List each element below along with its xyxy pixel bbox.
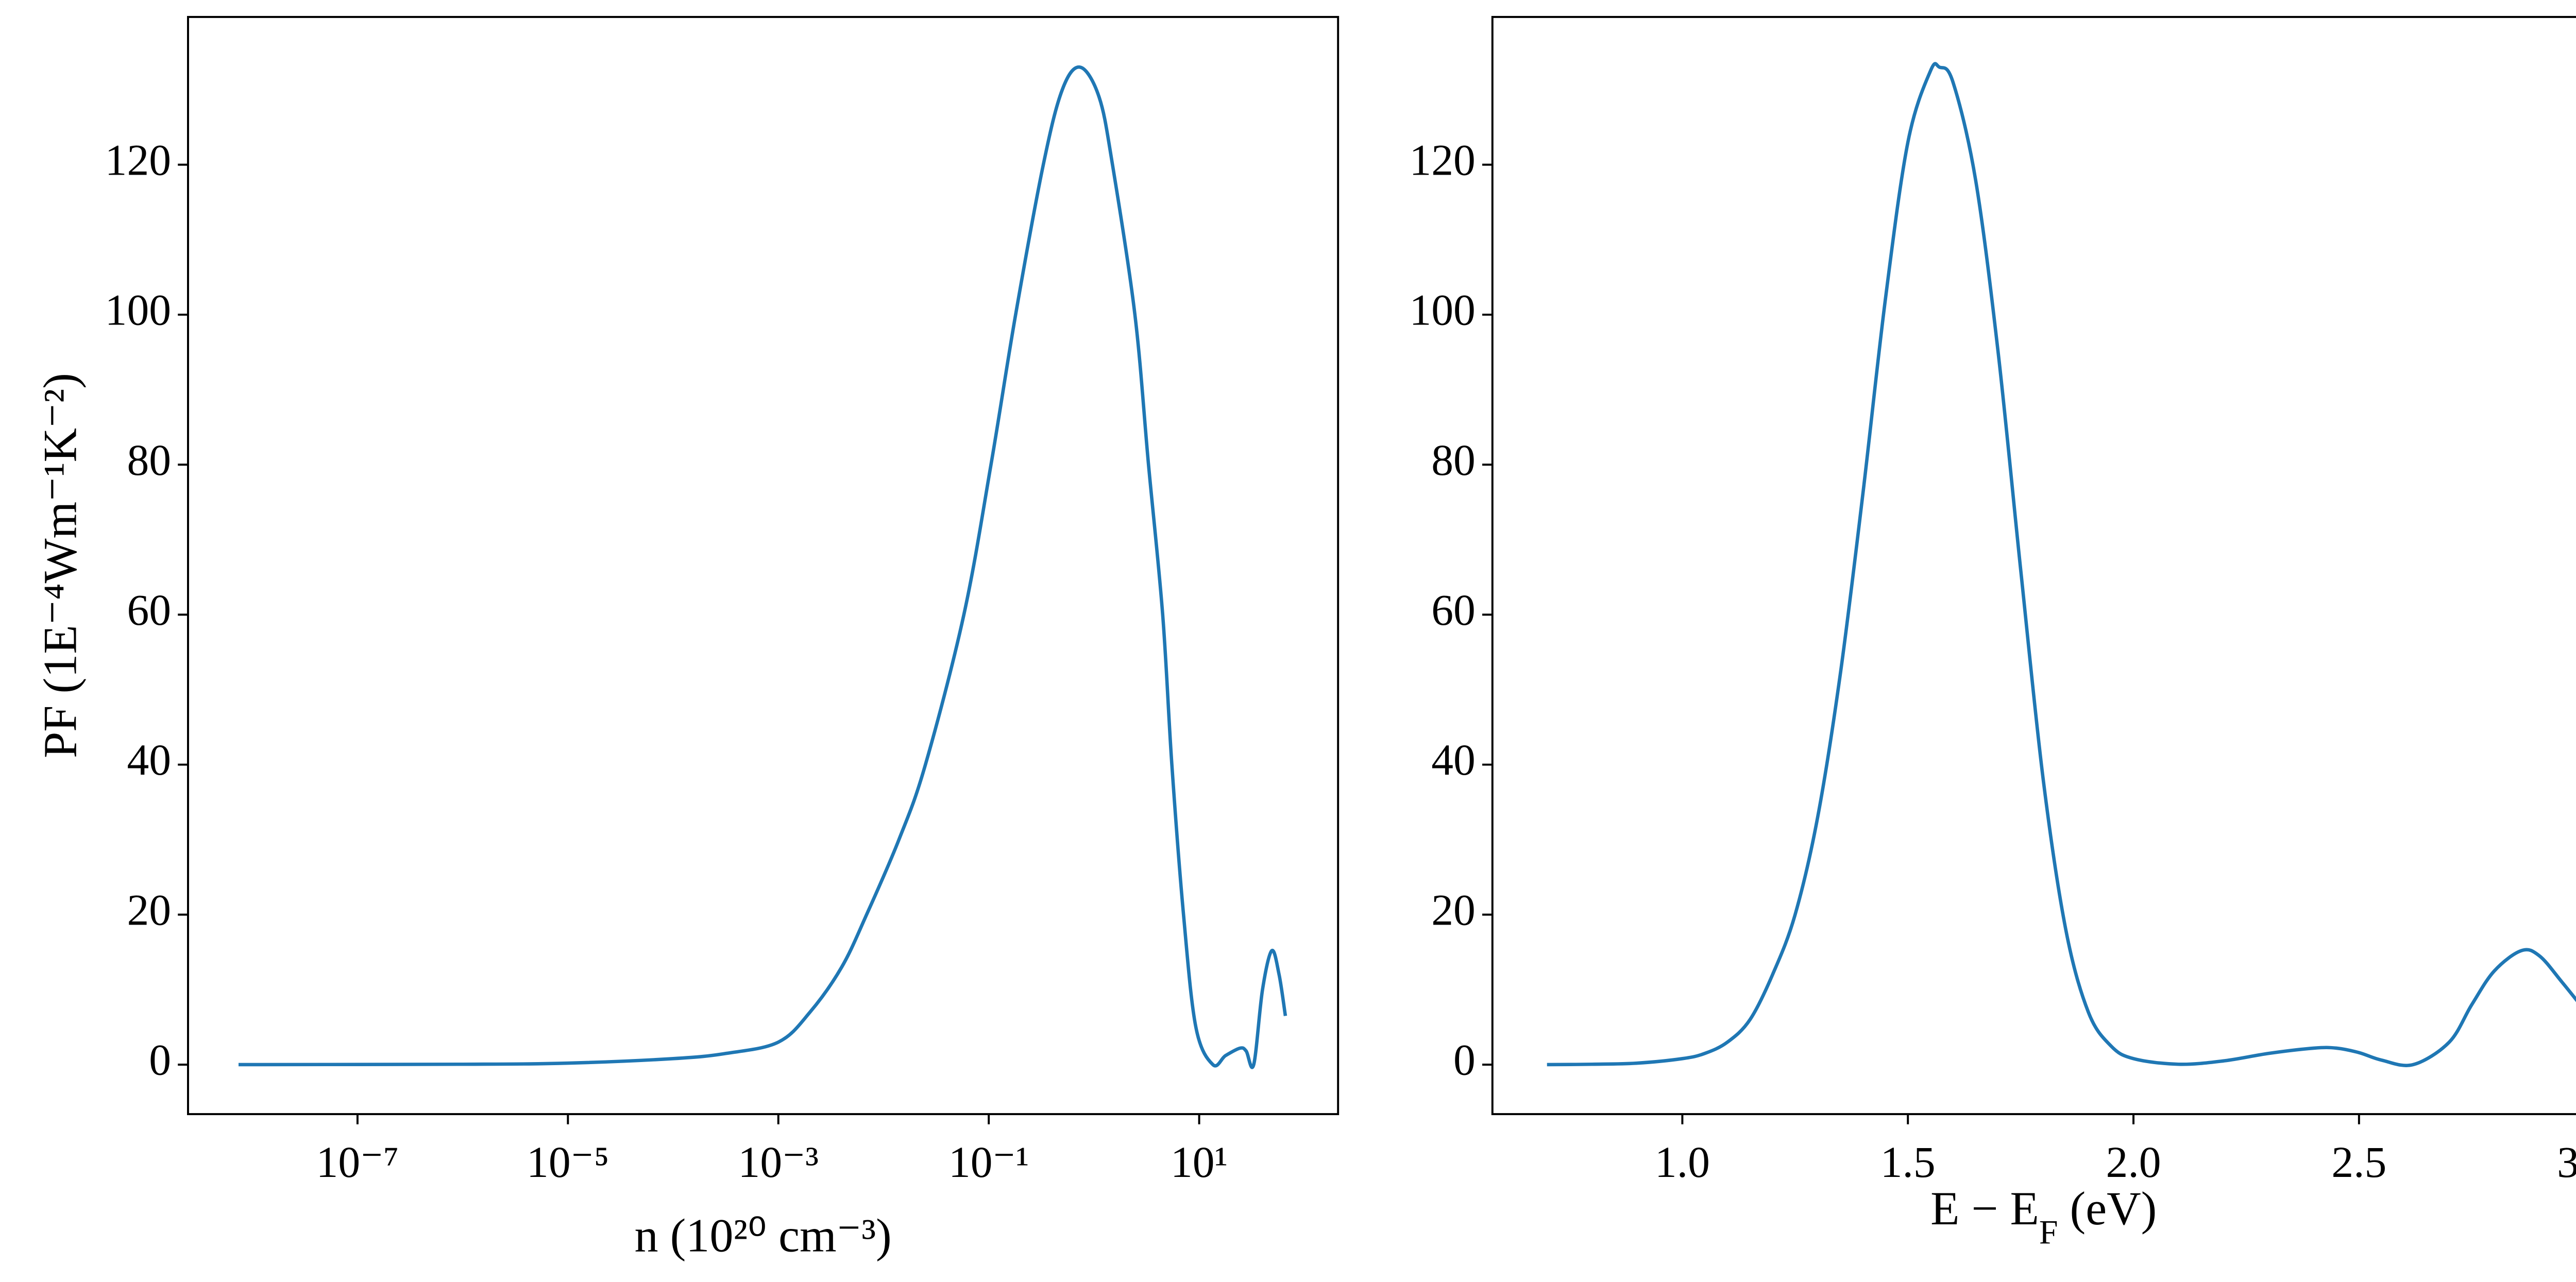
y-tick-label: 60 bbox=[127, 586, 171, 635]
x-tick-label: 2.0 bbox=[2106, 1138, 2161, 1187]
y-tick-label: 0 bbox=[1453, 1036, 1476, 1085]
x-axis-label: n (10²⁰ cm⁻³) bbox=[634, 1209, 891, 1262]
y-tick-label: 100 bbox=[105, 286, 171, 335]
x-tick-label: 1.5 bbox=[1880, 1138, 1936, 1187]
plot-frame bbox=[187, 15, 1340, 1116]
y-axis-label: PF (1E⁻⁴Wm⁻¹K⁻²) bbox=[34, 373, 87, 758]
x-tick-label: 2.5 bbox=[2331, 1138, 2386, 1187]
data-line bbox=[1547, 62, 2576, 1067]
plot-frame bbox=[1491, 15, 2576, 1116]
x-axis-label-part: E − E bbox=[1930, 1182, 2039, 1235]
y-tick-label: 20 bbox=[127, 885, 171, 934]
y-tick-label: 40 bbox=[1431, 736, 1476, 784]
x-tick-label: 1.0 bbox=[1655, 1138, 1710, 1187]
y-tick-label: 20 bbox=[1431, 885, 1476, 934]
y-tick-label: 120 bbox=[105, 135, 171, 184]
x-tick-label: 10⁻⁵ bbox=[527, 1138, 609, 1187]
y-tick-label: 120 bbox=[1409, 135, 1475, 184]
x-tick-label: 10⁻¹ bbox=[948, 1138, 1029, 1187]
x-tick-label: 10⁻⁷ bbox=[316, 1138, 399, 1187]
y-tick-label: 40 bbox=[127, 736, 171, 784]
y-tick-label: 60 bbox=[1431, 586, 1476, 635]
y-tick-label: 80 bbox=[127, 436, 171, 485]
x-tick-label: 3.0 bbox=[2557, 1138, 2576, 1187]
data-line bbox=[238, 65, 1287, 1069]
x-tick-label: 10¹ bbox=[1171, 1138, 1228, 1187]
x-axis-label-part: F bbox=[2039, 1213, 2058, 1251]
x-axis-label: E − EF (eV) bbox=[1930, 1182, 2157, 1251]
x-axis-label-part: (eV) bbox=[2058, 1182, 2157, 1235]
y-tick-label: 80 bbox=[1431, 436, 1476, 485]
x-tick-label: 10⁻³ bbox=[738, 1138, 819, 1187]
y-tick-label: 0 bbox=[149, 1036, 171, 1085]
y-tick-label: 100 bbox=[1409, 286, 1475, 335]
